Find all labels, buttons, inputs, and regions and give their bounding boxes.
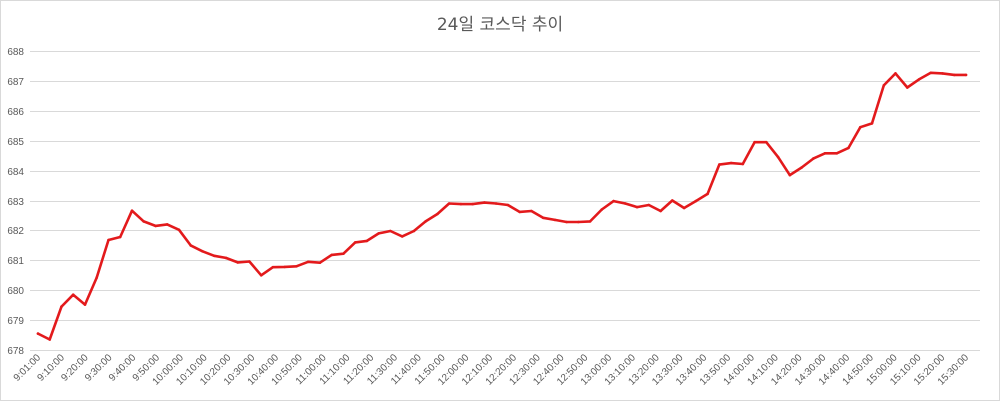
data-point bbox=[659, 209, 662, 213]
data-point bbox=[859, 125, 862, 129]
y-tick-label: 680 bbox=[7, 286, 24, 297]
y-tick-label: 685 bbox=[7, 137, 24, 148]
data-point bbox=[647, 203, 651, 207]
data-point bbox=[48, 338, 51, 341]
data-point bbox=[741, 162, 745, 166]
data-point bbox=[917, 78, 921, 81]
data-point bbox=[964, 73, 968, 77]
data-point bbox=[823, 152, 827, 155]
chart-title: 24일 코스닥 추이 bbox=[436, 15, 564, 35]
y-axis-tick-labels: 678 679 680 681 682 683 684 685 686 687 688 bbox=[7, 47, 24, 357]
data-point bbox=[565, 220, 568, 224]
data-point bbox=[530, 209, 533, 213]
data-point bbox=[248, 260, 251, 263]
data-point bbox=[941, 72, 944, 75]
x-axis-tick-labels: 9:01:009:10:009:20:009:30:009:40:009:50:… bbox=[12, 352, 972, 388]
data-point bbox=[36, 332, 40, 335]
data-point bbox=[847, 146, 850, 150]
data-point bbox=[212, 254, 216, 258]
data-point bbox=[330, 253, 334, 257]
data-point bbox=[729, 161, 733, 165]
data-point bbox=[306, 260, 310, 264]
y-tick-label: 683 bbox=[7, 197, 24, 208]
data-point bbox=[765, 140, 768, 144]
data-point bbox=[259, 274, 263, 277]
data-point bbox=[459, 202, 463, 206]
data-point bbox=[635, 205, 639, 209]
data-point bbox=[518, 210, 521, 214]
data-point bbox=[342, 252, 345, 255]
data-point bbox=[800, 166, 803, 169]
y-tick-label: 681 bbox=[7, 256, 24, 267]
data-point bbox=[130, 209, 134, 212]
data-point bbox=[471, 202, 474, 206]
data-point bbox=[83, 303, 87, 306]
data-point bbox=[588, 220, 592, 223]
data-point bbox=[154, 224, 157, 228]
data-point bbox=[389, 229, 392, 233]
data-point bbox=[812, 157, 815, 160]
data-point bbox=[436, 212, 439, 216]
data-point bbox=[377, 232, 381, 235]
data-point bbox=[894, 72, 897, 75]
y-tick-label: 688 bbox=[7, 47, 24, 58]
y-tick-label: 682 bbox=[7, 226, 24, 237]
data-point bbox=[718, 163, 721, 166]
data-point bbox=[694, 199, 698, 203]
data-point bbox=[835, 152, 839, 155]
data-point bbox=[142, 220, 145, 223]
data-point bbox=[929, 71, 933, 75]
gridlines bbox=[30, 51, 980, 351]
data-point bbox=[236, 261, 239, 264]
y-tick-label: 678 bbox=[7, 346, 24, 357]
data-point bbox=[60, 305, 63, 308]
series-line-0 bbox=[36, 71, 968, 341]
y-tick-label: 686 bbox=[7, 107, 24, 118]
data-point bbox=[95, 276, 98, 279]
data-point bbox=[671, 199, 674, 202]
data-point bbox=[424, 220, 427, 223]
data-point bbox=[318, 261, 322, 265]
data-point bbox=[365, 239, 369, 243]
data-point bbox=[506, 203, 510, 207]
data-point bbox=[494, 202, 498, 205]
data-point bbox=[201, 250, 204, 253]
data-point bbox=[577, 220, 580, 224]
data-point bbox=[412, 229, 416, 233]
y-tick-label: 679 bbox=[7, 316, 24, 327]
data-point bbox=[706, 192, 709, 196]
data-point bbox=[177, 228, 181, 232]
data-point bbox=[295, 265, 298, 268]
data-point bbox=[107, 238, 110, 242]
data-point bbox=[447, 202, 451, 205]
data-point bbox=[882, 84, 886, 87]
data-point bbox=[753, 140, 756, 144]
data-point bbox=[189, 244, 192, 247]
data-point bbox=[71, 293, 75, 297]
data-point bbox=[870, 122, 874, 125]
y-tick-label: 687 bbox=[7, 77, 24, 88]
data-point bbox=[165, 223, 169, 226]
data-point bbox=[271, 265, 275, 269]
data-point bbox=[283, 265, 287, 269]
series-layer bbox=[36, 71, 968, 341]
data-point bbox=[788, 173, 792, 177]
data-point bbox=[906, 86, 909, 89]
data-point bbox=[682, 206, 686, 210]
data-point bbox=[612, 199, 615, 203]
data-point bbox=[400, 235, 404, 238]
data-point bbox=[624, 202, 627, 205]
data-point bbox=[353, 241, 357, 244]
data-point bbox=[600, 208, 604, 211]
data-point bbox=[553, 218, 557, 222]
data-point bbox=[541, 216, 545, 220]
y-tick-label: 684 bbox=[7, 167, 24, 178]
data-point bbox=[483, 201, 486, 204]
data-point bbox=[224, 256, 228, 260]
data-point bbox=[776, 155, 780, 159]
data-point bbox=[953, 73, 956, 77]
data-point bbox=[118, 235, 122, 239]
